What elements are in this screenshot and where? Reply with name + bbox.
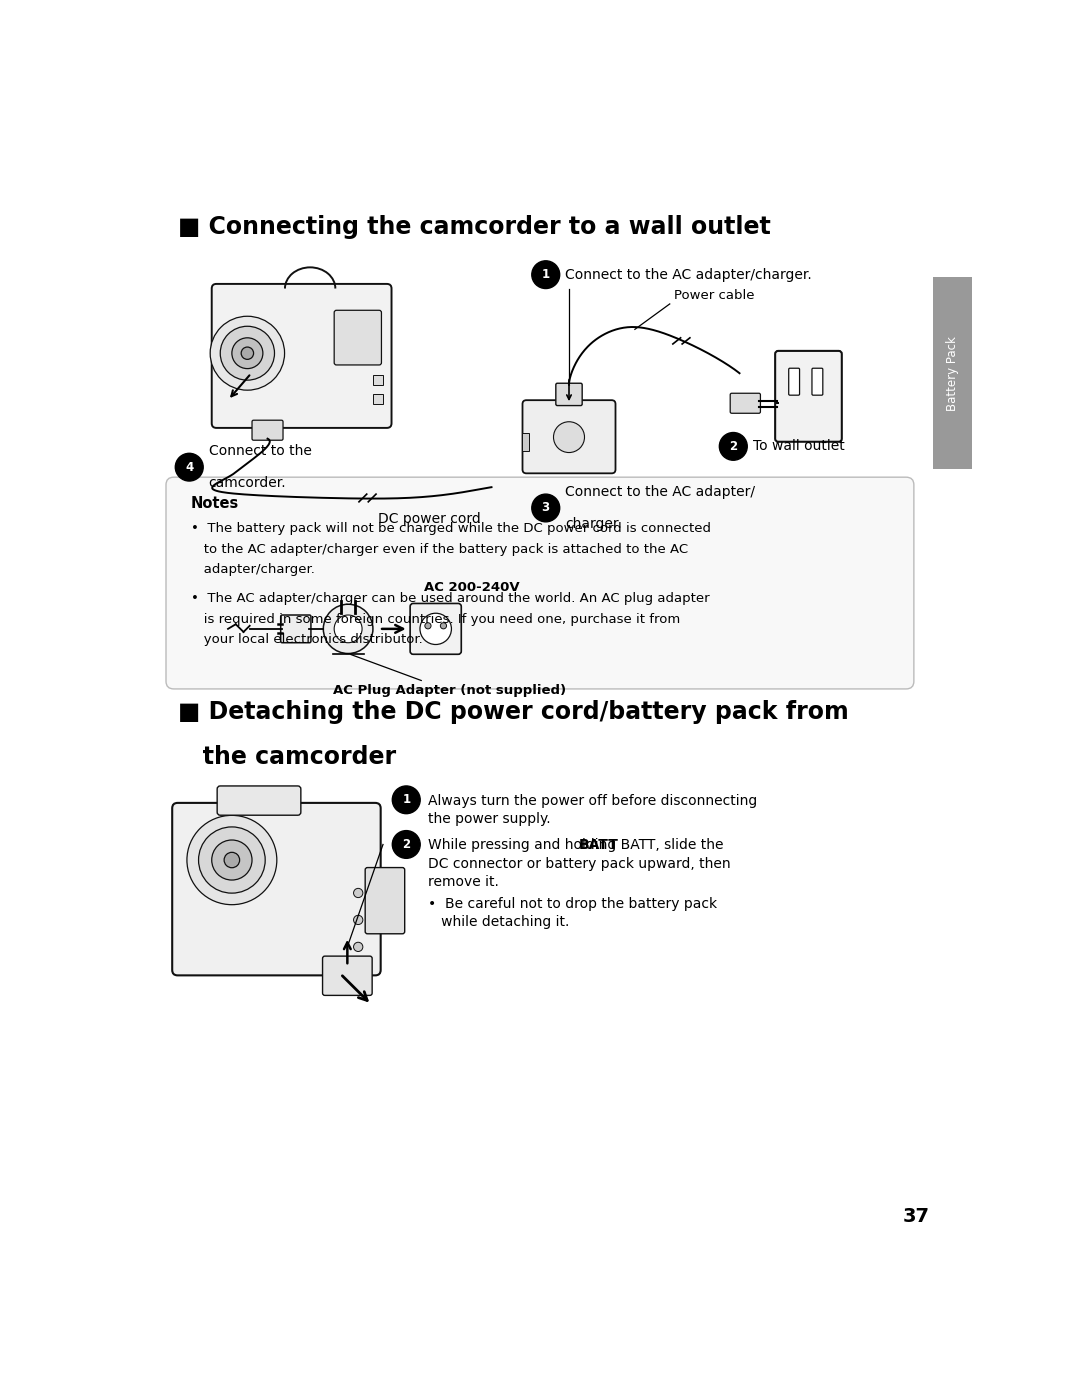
Circle shape xyxy=(424,623,431,629)
FancyBboxPatch shape xyxy=(556,383,582,405)
Circle shape xyxy=(531,495,559,522)
Text: while detaching it.: while detaching it. xyxy=(428,915,569,929)
Circle shape xyxy=(392,831,420,858)
Text: DC connector or battery pack upward, then: DC connector or battery pack upward, the… xyxy=(428,856,730,870)
Circle shape xyxy=(220,327,274,380)
Circle shape xyxy=(353,915,363,925)
Text: 4: 4 xyxy=(185,461,193,474)
FancyBboxPatch shape xyxy=(523,400,616,474)
Text: 3: 3 xyxy=(542,502,550,514)
Circle shape xyxy=(531,261,559,289)
Text: Always turn the power off before disconnecting: Always turn the power off before disconn… xyxy=(428,793,757,807)
FancyBboxPatch shape xyxy=(217,787,301,816)
Bar xyxy=(373,374,383,384)
Text: Power cable: Power cable xyxy=(674,289,754,302)
FancyBboxPatch shape xyxy=(522,433,529,451)
Text: While pressing and holding BATT, slide the: While pressing and holding BATT, slide t… xyxy=(428,838,724,852)
Text: the camcorder: the camcorder xyxy=(177,745,395,770)
Text: Notes: Notes xyxy=(191,496,239,511)
Text: charger.: charger. xyxy=(565,517,622,531)
Text: the power supply.: the power supply. xyxy=(428,812,551,826)
Text: ■ Connecting the camcorder to a wall outlet: ■ Connecting the camcorder to a wall out… xyxy=(177,215,770,239)
Text: to the AC adapter/charger even if the battery pack is attached to the AC: to the AC adapter/charger even if the ba… xyxy=(191,542,688,556)
Circle shape xyxy=(392,787,420,813)
Circle shape xyxy=(232,338,262,369)
Circle shape xyxy=(420,613,451,644)
Text: •  The battery pack will not be charged while the DC power cord is connected: • The battery pack will not be charged w… xyxy=(191,522,711,535)
FancyBboxPatch shape xyxy=(775,351,841,441)
Text: To wall outlet: To wall outlet xyxy=(753,440,845,454)
FancyBboxPatch shape xyxy=(212,284,392,427)
Circle shape xyxy=(719,433,747,460)
Text: ■ Detaching the DC power cord/battery pack from: ■ Detaching the DC power cord/battery pa… xyxy=(177,700,849,725)
Text: your local electronics distributor.: your local electronics distributor. xyxy=(191,633,422,647)
Text: is required in some foreign countries. If you need one, purchase it from: is required in some foreign countries. I… xyxy=(191,613,680,626)
FancyBboxPatch shape xyxy=(252,420,283,440)
Text: 1: 1 xyxy=(402,793,410,806)
Text: 2: 2 xyxy=(402,838,410,851)
Circle shape xyxy=(353,888,363,898)
Text: 1: 1 xyxy=(542,268,550,281)
FancyBboxPatch shape xyxy=(166,478,914,689)
Circle shape xyxy=(187,816,276,905)
Circle shape xyxy=(323,605,373,654)
Text: Connect to the AC adapter/: Connect to the AC adapter/ xyxy=(565,485,755,499)
Circle shape xyxy=(225,852,240,868)
Bar xyxy=(373,394,383,404)
Text: AC Plug Adapter (not supplied): AC Plug Adapter (not supplied) xyxy=(333,654,566,697)
FancyBboxPatch shape xyxy=(281,615,311,643)
Text: 2: 2 xyxy=(729,440,738,453)
Circle shape xyxy=(441,623,446,629)
Text: adapter/charger.: adapter/charger. xyxy=(191,563,314,577)
Circle shape xyxy=(353,942,363,951)
Circle shape xyxy=(175,453,203,481)
Text: 37: 37 xyxy=(903,1207,930,1227)
FancyBboxPatch shape xyxy=(788,369,799,395)
Text: Connect to the AC adapter/charger.: Connect to the AC adapter/charger. xyxy=(565,268,812,282)
FancyBboxPatch shape xyxy=(365,868,405,933)
Circle shape xyxy=(554,422,584,453)
FancyBboxPatch shape xyxy=(812,369,823,395)
FancyBboxPatch shape xyxy=(410,604,461,654)
Text: DC power cord: DC power cord xyxy=(378,511,481,525)
Circle shape xyxy=(334,615,362,643)
Text: •  Be careful not to drop the battery pack: • Be careful not to drop the battery pac… xyxy=(428,897,717,911)
Text: AC 200-240V: AC 200-240V xyxy=(424,581,519,594)
Text: BATT: BATT xyxy=(579,838,619,852)
FancyBboxPatch shape xyxy=(172,803,380,975)
FancyBboxPatch shape xyxy=(334,310,381,365)
Bar xyxy=(933,277,972,469)
Circle shape xyxy=(199,827,266,893)
Circle shape xyxy=(212,840,252,880)
Circle shape xyxy=(211,316,284,390)
Circle shape xyxy=(241,346,254,359)
FancyBboxPatch shape xyxy=(730,393,760,414)
Text: •  The AC adapter/charger can be used around the world. An AC plug adapter: • The AC adapter/charger can be used aro… xyxy=(191,592,710,605)
Text: Battery Pack: Battery Pack xyxy=(946,335,959,411)
FancyBboxPatch shape xyxy=(323,956,373,996)
Text: Connect to the: Connect to the xyxy=(208,444,311,458)
Text: remove it.: remove it. xyxy=(428,876,499,890)
Text: camcorder.: camcorder. xyxy=(208,476,286,490)
